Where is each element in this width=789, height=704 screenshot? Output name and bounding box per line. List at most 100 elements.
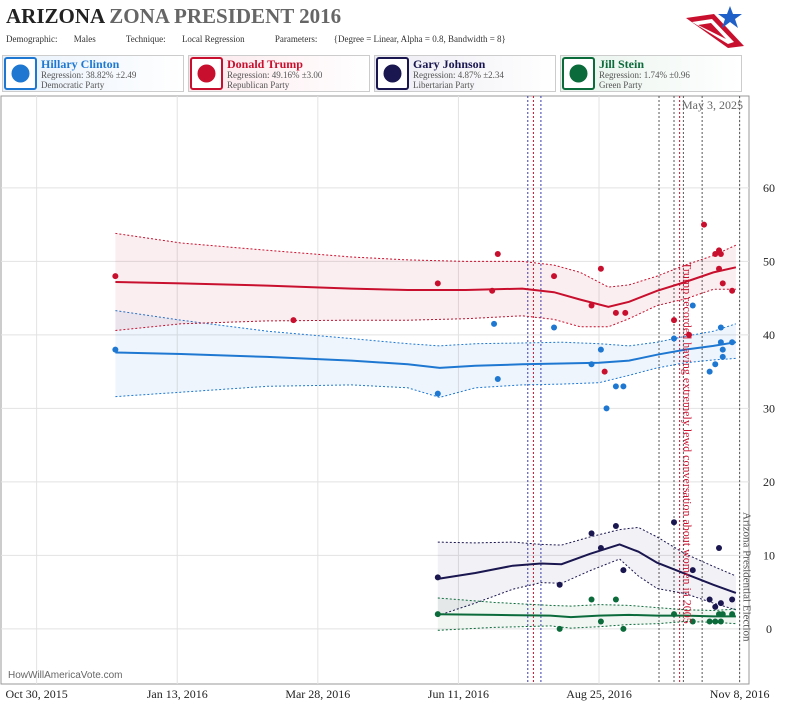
elephant-icon [190,57,223,90]
poll-point [597,545,604,552]
lower-bound-line [437,620,736,631]
demographic-label: Demographic: [6,34,58,44]
title-state: ARIZONA [6,4,105,28]
poll-point [717,600,724,607]
candidate-card: Hillary Clinton Regression: 38.82% ±2.49 D… [2,55,184,92]
series-gary-johnson [434,519,737,617]
poll-point [612,309,619,316]
poll-point [597,346,604,353]
y-tick-label: 40 [763,328,775,342]
candidate-card: Donald Trump Regression: 49.16% ±3.00 Repu… [188,55,370,92]
poll-point [701,221,708,228]
poll-point [601,368,608,375]
title-rest: ZONA PRESIDENT 2016 [109,4,342,28]
poll-point [434,280,441,287]
poll-point [671,611,678,618]
poll-point [612,522,619,529]
poll-point [706,618,713,625]
poll-point [551,324,558,331]
poll-point [434,390,441,397]
confidence-band [437,598,736,631]
poll-point [434,611,441,618]
lower-bound-line [115,357,736,398]
candidate-party: Libertarian Party [413,80,475,90]
poll-point [434,574,441,581]
x-tick-label: Oct 30, 2015 [5,687,67,701]
poll-point [620,567,627,574]
poll-point [717,324,724,331]
poll-point [588,361,595,368]
poll-point [689,618,696,625]
poll-point [729,339,736,346]
poll-point [290,317,297,324]
parameters-value: {Degree = Linear, Alpha = 0.8, Bandwidth… [333,34,506,44]
upper-bound-line [437,597,736,612]
x-tick-label: Aug 25, 2016 [566,687,632,701]
candidate-card: Gary Johnson Regression: 4.87% ±2.34 Liber… [374,55,556,92]
poll-point [716,265,723,272]
poll-point [622,309,629,316]
poll-point [717,339,724,346]
poll-point [597,265,604,272]
plot-area [0,95,750,685]
poll-point [112,346,119,353]
demographic-value: Males [73,34,96,44]
watermark: HowWillAmericaVote.com [8,670,122,681]
lower-bound-line [437,558,737,617]
poll-point [620,383,627,390]
poll-point [588,530,595,537]
y-tick-label: 50 [763,254,775,268]
upper-bound-line [437,526,737,577]
statue-of-liberty-icon [376,57,409,90]
technique-value: Local Regression [181,34,245,44]
poll-point [494,375,501,382]
candidate-party: Democratic Party [41,80,105,90]
poll-point [612,596,619,603]
date-stamp: May 3, 2025 [682,98,743,112]
poll-point [719,353,726,360]
poll-point [712,361,719,368]
series-donald-trump [112,221,737,375]
poll-point [671,335,678,342]
regression-line [115,341,737,369]
poll-point [689,567,696,574]
candidate-regression: Regression: 49.16% ±3.00 [227,70,323,80]
y-tick-label: 30 [763,401,775,415]
poll-point [491,320,498,327]
candidate-name: Donald Trump [227,57,303,71]
donkey-icon [4,57,37,90]
poll-point [556,581,563,588]
confidence-band [115,310,736,398]
poll-point [706,596,713,603]
y-tick-label: 0 [766,622,772,636]
series-jill-stein [434,596,736,632]
candidate-name: Hillary Clinton [41,57,120,71]
poll-point [717,618,724,625]
event-annotation: Trump recorded having extremely lewd con… [681,262,695,624]
candidate-party: Green Party [599,80,643,90]
poll-point [719,611,726,618]
regression-line [115,266,737,308]
poll-point [719,280,726,287]
candidate-card: Jill Stein Regression: 1.74% ±0.96 Green P… [560,55,742,92]
x-tick-label: Jan 13, 2016 [147,687,208,701]
page-title: ARIZONA ZONA PRESIDENT 2016 [6,4,341,29]
poll-point [719,346,726,353]
poll-point [716,545,723,552]
upper-bound-line [115,310,737,347]
y-tick-label: 20 [763,475,775,489]
candidate-name: Jill Stein [599,57,645,71]
poll-point [489,287,496,294]
poll-point [556,625,563,632]
poll-point [729,611,736,618]
poll-point [112,273,119,280]
parameters-line: Demographic: Males Technique: Local Regr… [6,34,534,44]
candidate-regression: Regression: 4.87% ±2.34 [413,70,504,80]
candidate-regression: Regression: 1.74% ±0.96 [599,70,690,80]
y-tick-label: 60 [763,181,775,195]
poll-point [717,251,724,258]
confidence-band [115,233,736,331]
poll-point [597,618,604,625]
poll-point [712,618,719,625]
